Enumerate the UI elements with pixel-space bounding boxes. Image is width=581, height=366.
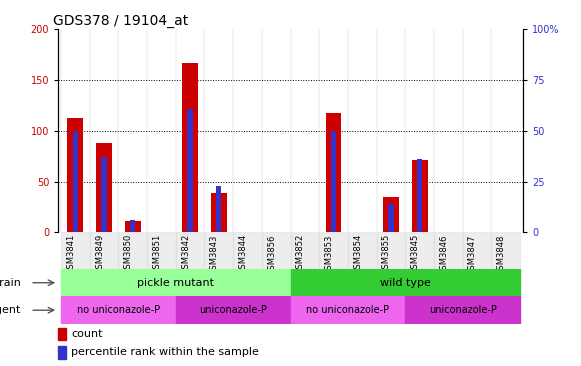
Text: GSM3842: GSM3842 (181, 234, 190, 274)
Text: GSM3850: GSM3850 (124, 234, 132, 274)
Bar (175, 296, 290, 324)
Bar (61, 296, 175, 324)
Text: GSM3845: GSM3845 (411, 234, 419, 274)
Bar (462, 232, 492, 269)
Bar (211, 193, 227, 232)
Text: GSM3841: GSM3841 (66, 234, 76, 274)
Bar (125, 221, 141, 232)
Bar (406, 296, 520, 324)
Bar (325, 113, 342, 232)
Bar (388, 204, 393, 232)
Bar (119, 232, 147, 269)
Bar (89, 232, 119, 269)
Bar (182, 63, 198, 232)
Bar (67, 117, 83, 232)
Bar (262, 232, 290, 269)
Bar (233, 232, 262, 269)
Bar (348, 232, 376, 269)
Bar (175, 232, 205, 269)
Bar (205, 232, 233, 269)
Text: GSM3843: GSM3843 (210, 234, 219, 274)
Text: GSM3849: GSM3849 (95, 234, 104, 274)
Bar (102, 157, 106, 232)
Text: GSM3846: GSM3846 (439, 234, 449, 274)
Bar (290, 232, 319, 269)
Text: percentile rank within the sample: percentile rank within the sample (71, 347, 259, 358)
Text: uniconazole-P: uniconazole-P (429, 305, 497, 315)
Bar (412, 160, 428, 232)
Text: no uniconazole-P: no uniconazole-P (306, 305, 389, 315)
Text: GSM3854: GSM3854 (353, 234, 362, 274)
Bar (383, 197, 399, 232)
Bar (331, 131, 336, 232)
Bar (417, 159, 422, 232)
Bar (434, 232, 462, 269)
Bar (73, 131, 78, 232)
Text: GSM3847: GSM3847 (468, 234, 477, 274)
Text: agent: agent (0, 305, 21, 315)
Bar (58, 328, 66, 340)
Bar (376, 232, 406, 269)
Text: GSM3856: GSM3856 (267, 234, 276, 274)
Bar (319, 232, 348, 269)
Bar (58, 346, 66, 359)
Bar (290, 269, 520, 296)
Bar (96, 143, 112, 232)
Text: GSM3855: GSM3855 (382, 234, 391, 274)
Text: strain: strain (0, 278, 21, 288)
Bar (216, 186, 221, 232)
Bar (130, 220, 135, 232)
Text: GSM3848: GSM3848 (497, 234, 505, 274)
Bar (61, 232, 89, 269)
Text: GDS378 / 19104_at: GDS378 / 19104_at (53, 14, 189, 28)
Text: wild type: wild type (380, 278, 431, 288)
Text: uniconazole-P: uniconazole-P (199, 305, 267, 315)
Text: pickle mutant: pickle mutant (137, 278, 214, 288)
Text: GSM3853: GSM3853 (325, 234, 333, 274)
Bar (406, 232, 434, 269)
Bar (290, 296, 406, 324)
Text: no uniconazole-P: no uniconazole-P (77, 305, 160, 315)
Bar (188, 108, 193, 232)
Bar (492, 232, 520, 269)
Text: count: count (71, 329, 103, 339)
Bar (147, 232, 175, 269)
Bar (61, 269, 290, 296)
Text: GSM3852: GSM3852 (296, 234, 305, 274)
Text: GSM3844: GSM3844 (238, 234, 248, 274)
Text: GSM3851: GSM3851 (152, 234, 162, 274)
